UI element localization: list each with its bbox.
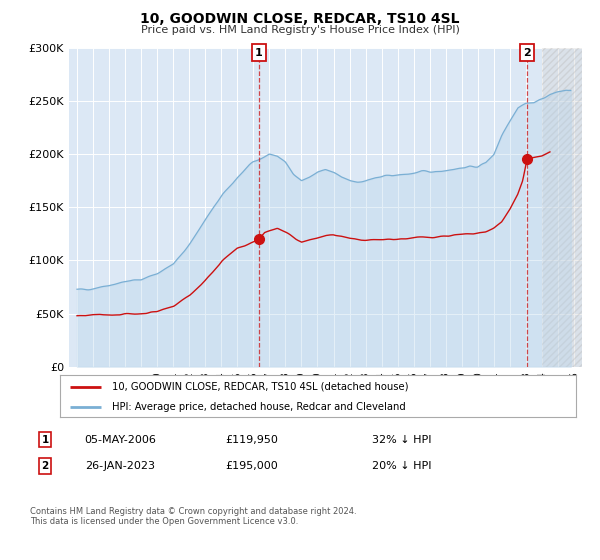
Text: Price paid vs. HM Land Registry's House Price Index (HPI): Price paid vs. HM Land Registry's House … xyxy=(140,25,460,35)
Text: 10, GOODWIN CLOSE, REDCAR, TS10 4SL (detached house): 10, GOODWIN CLOSE, REDCAR, TS10 4SL (det… xyxy=(112,382,408,392)
Text: 1: 1 xyxy=(41,435,49,445)
Text: 2: 2 xyxy=(523,48,531,58)
Text: Contains HM Land Registry data © Crown copyright and database right 2024.
This d: Contains HM Land Registry data © Crown c… xyxy=(30,507,356,526)
Text: 10, GOODWIN CLOSE, REDCAR, TS10 4SL: 10, GOODWIN CLOSE, REDCAR, TS10 4SL xyxy=(140,12,460,26)
Text: 32% ↓ HPI: 32% ↓ HPI xyxy=(372,435,431,445)
Text: £119,950: £119,950 xyxy=(226,435,278,445)
Text: 20% ↓ HPI: 20% ↓ HPI xyxy=(372,461,431,471)
Text: 05-MAY-2006: 05-MAY-2006 xyxy=(84,435,156,445)
Text: 1: 1 xyxy=(255,48,263,58)
Text: £195,000: £195,000 xyxy=(226,461,278,471)
Text: 2: 2 xyxy=(41,461,49,471)
Text: 26-JAN-2023: 26-JAN-2023 xyxy=(85,461,155,471)
Text: HPI: Average price, detached house, Redcar and Cleveland: HPI: Average price, detached house, Redc… xyxy=(112,402,406,412)
